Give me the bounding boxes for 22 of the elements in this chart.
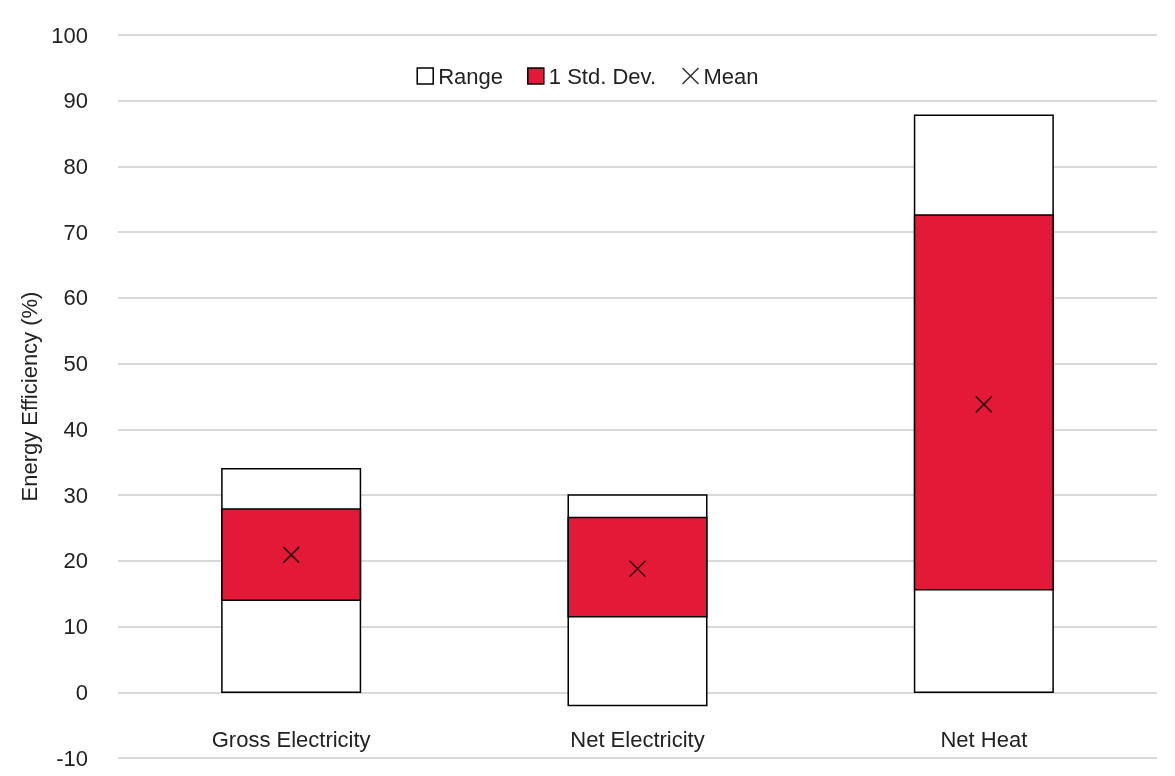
legend-label: Range [438,63,504,89]
point [282,546,300,564]
y-axis-title: Energy Efficiency (%) [16,291,42,502]
y-tick-label: 30 [63,482,88,508]
y-tick-label: 70 [63,219,88,245]
y-tick-label: 100 [51,22,88,48]
legend-label: 1 Std. Dev. [548,63,656,89]
y-tick-label: 10 [63,614,88,640]
y-tick-label: 40 [63,416,88,442]
x-tick-label: Net Electricity [570,726,705,752]
point [628,559,647,578]
y-tick-label: 20 [63,548,88,574]
y-tick-label: 50 [63,351,88,377]
y-tick-label: 60 [63,285,88,311]
legend-label: Mean [703,63,759,89]
y-tick-label: 90 [63,88,88,114]
y-tick-label: -10 [56,745,88,771]
x-tick-label: Net Heat [940,726,1028,752]
x-tick-label: Gross Electricity [211,726,371,752]
point [975,395,993,414]
y-tick-label: 80 [63,153,88,179]
y-tick-label: 0 [75,679,88,705]
